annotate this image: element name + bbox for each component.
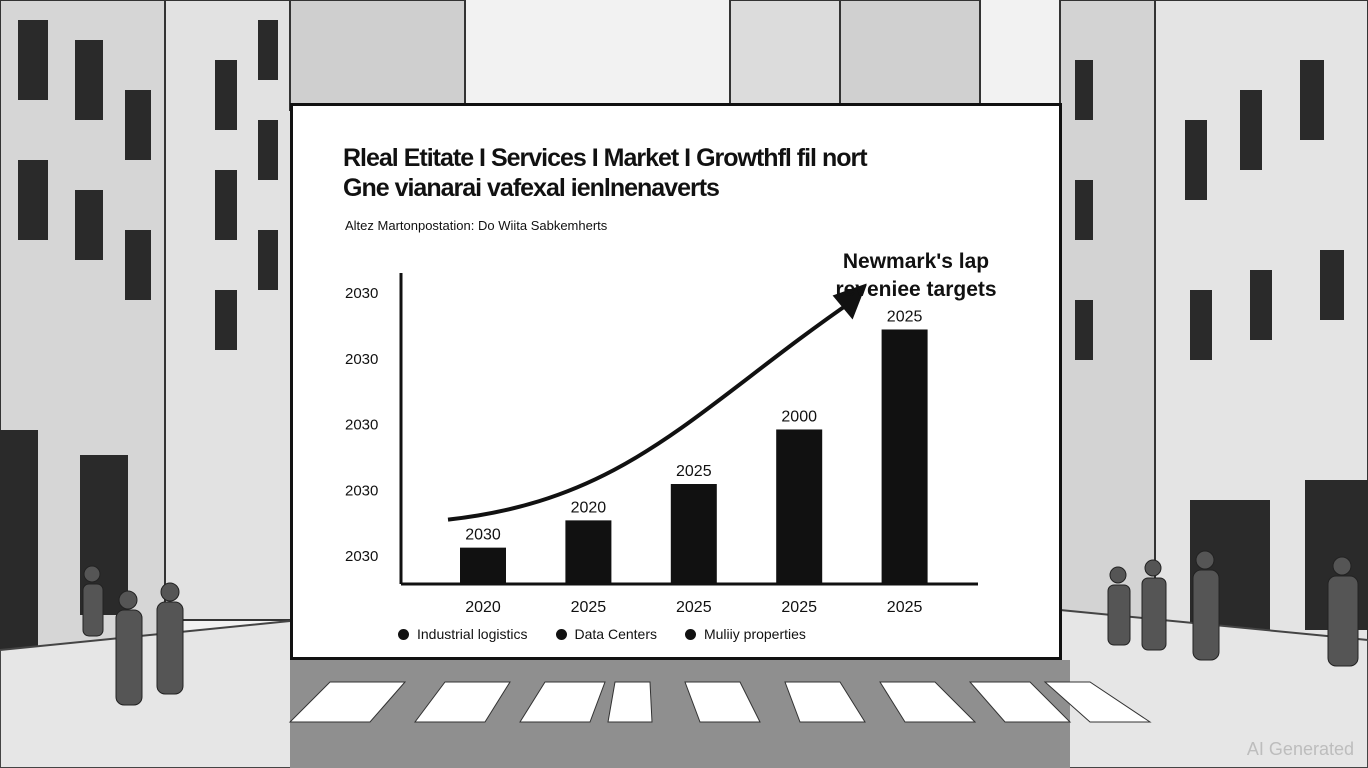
x-tick-label: 2020 [465,599,501,616]
chart-legend: Industrial logistics Data Centers Muliiy… [398,626,806,642]
legend-label: Muliiy properties [703,626,806,642]
legend-label: Data Centers [574,626,657,642]
legend-item-industrial: Industrial logistics [398,626,528,642]
y-tick-label: 2030 [345,351,378,368]
annotation-line-1: Newmark's lap [842,250,990,273]
trend-arrow-line [447,297,856,522]
bar-value-label: 2000 [781,408,817,425]
chart-title-line-2: Gne vianarai vafexal ienlnenaverts [343,174,720,202]
trend-arrow-head [832,283,867,320]
bar [670,484,717,584]
legend-item-multifamily: Muliiy properties [684,626,806,642]
chart-panel: Rleal Etitate I Services I Market I Grow… [290,103,1062,660]
annotation-line-2: reveniee targets [835,278,997,301]
chart-subtitle: Altez Martonpostation: Do Wiita Sabkemhe… [345,218,608,233]
bar-value-label: 2025 [676,463,712,480]
bar-value-label: 2025 [887,308,923,325]
bar-value-label: 2030 [465,527,501,544]
x-tick-label: 2025 [676,599,712,616]
y-tick-label: 2030 [345,548,378,565]
chart-title-line-1: Rleal Etitate I Services I Market I Grow… [343,144,868,172]
bar [460,547,506,584]
x-tick-label: 2025 [781,599,817,616]
x-tick-label: 2025 [887,599,923,616]
bar [776,429,823,584]
bar-chart: 2030 2030 2030 2030 2030 2030 2020 2020 2025 2025… [345,273,978,616]
bar-value-label: 2020 [571,499,607,516]
bar [881,329,928,584]
y-tick-label: 2030 [345,417,378,434]
legend-marker [398,628,409,640]
y-tick-label: 2030 [345,285,378,302]
watermark: AI Generated [1246,739,1354,759]
legend-label: Industrial logistics [417,626,528,642]
bar [565,520,612,584]
legend-item-data-centers: Data Centers [555,626,657,642]
legend-marker [684,628,696,640]
x-tick-label: 2025 [571,599,607,616]
y-tick-label: 2030 [345,482,378,499]
trend-annotation: Newmark's lap reveniee targets [821,248,1011,304]
legend-marker [555,628,567,640]
